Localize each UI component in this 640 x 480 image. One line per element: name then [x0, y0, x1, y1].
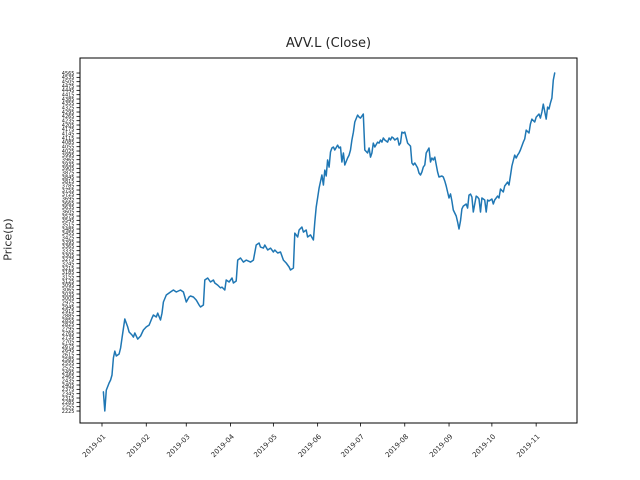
y-tick-label: 3065	[62, 287, 75, 293]
y-tick-label: 2555	[62, 361, 75, 367]
x-tick-label: 2019-05	[252, 433, 278, 459]
y-tick-label: 3875	[62, 170, 75, 176]
x-tick-label: 2019-08	[384, 433, 410, 459]
y-tick-label: 2285	[62, 400, 75, 406]
y-tick-label: 3785	[62, 183, 75, 189]
plot-area	[79, 57, 578, 424]
y-tick-label: 2525	[62, 365, 75, 371]
y-tick-label: 2675	[62, 344, 75, 350]
y-tick-label: 2705	[62, 339, 75, 345]
y-tick-label: 3995	[62, 153, 75, 159]
y-tick-label: 4175	[62, 127, 75, 133]
y-tick-label: 4055	[62, 144, 75, 150]
y-tick-label: 4295	[62, 110, 75, 116]
y-tick-label: 3485	[62, 227, 75, 233]
y-tick-label: 2435	[62, 378, 75, 384]
y-tick-label: 3965	[62, 157, 75, 163]
y-tick-label: 4445	[62, 88, 75, 94]
y-tick-label: 4205	[62, 123, 75, 129]
y-tick-label: 4415	[62, 92, 75, 98]
y-tick-label: 3635	[62, 205, 75, 211]
y-tick-label: 4235	[62, 118, 75, 124]
y-tick-label: 3755	[62, 188, 75, 194]
y-tick-label: 3905	[62, 166, 75, 172]
x-tick-label: 2019-07	[340, 433, 366, 459]
y-tick-label: 3695	[62, 196, 75, 202]
y-tick-label: 3215	[62, 266, 75, 272]
y-tick-label: 4085	[62, 140, 75, 146]
y-tick-label: 3545	[62, 218, 75, 224]
y-tick-label: 3275	[62, 257, 75, 263]
y-tick-label: 3575	[62, 214, 75, 220]
y-tick-label: 3365	[62, 244, 75, 250]
x-tick-label: 2019-09	[428, 433, 454, 459]
y-tick-label: 2375	[62, 387, 75, 393]
y-tick-label: 2465	[62, 374, 75, 380]
x-tick-label: 2019-03	[165, 433, 191, 459]
y-tick-label: 2345	[62, 391, 75, 397]
y-tick-label: 2915	[62, 309, 75, 315]
y-tick-label: 4115	[62, 136, 75, 142]
y-tick-label: 2885	[62, 313, 75, 319]
y-tick-label: 3155	[62, 274, 75, 280]
y-tick-label: 3605	[62, 209, 75, 215]
y-tick-label: 4145	[62, 131, 75, 137]
y-tick-label: 3185	[62, 270, 75, 276]
chart-title: AVV.L (Close)	[285, 36, 372, 51]
y-tick-label: 3335	[62, 248, 75, 254]
y-tick-label: 4565	[62, 71, 75, 77]
y-tick-label: 2615	[62, 352, 75, 358]
y-tick-label: 3845	[62, 175, 75, 181]
y-tick-label: 2495	[62, 370, 75, 376]
y-tick-label: 3935	[62, 162, 75, 168]
y-tick-label: 4025	[62, 149, 75, 155]
y-tick-label: 4505	[62, 79, 75, 85]
y-tick-label: 2765	[62, 331, 75, 337]
y-tick-label: 2825	[62, 322, 75, 328]
y-tick-label: 2585	[62, 357, 75, 363]
y-tick-label: 3125	[62, 279, 75, 285]
y-tick-label: 2945	[62, 305, 75, 311]
y-tick-label: 4265	[62, 114, 75, 120]
x-tick-label: 2019-01	[81, 433, 107, 459]
y-tick-label: 4475	[62, 84, 75, 90]
y-tick-label: 3665	[62, 201, 75, 207]
y-tick-label: 2975	[62, 300, 75, 306]
close-price-line	[102, 72, 556, 412]
y-tick-label: 4385	[62, 97, 75, 103]
y-tick-label: 4325	[62, 105, 75, 111]
y-tick-label: 3425	[62, 235, 75, 241]
x-tick-label: 2019-02	[125, 433, 151, 459]
y-tick-label: 3035	[62, 292, 75, 298]
y-tick-label: 2735	[62, 335, 75, 341]
x-tick-label: 2019-10	[471, 433, 497, 459]
y-tick-label: 3395	[62, 240, 75, 246]
x-tick-label: 2019-06	[297, 432, 324, 459]
y-tick-label: 2315	[62, 396, 75, 402]
y-tick-label: 3455	[62, 231, 75, 237]
y-tick-label: 3095	[62, 283, 75, 289]
y-tick-label: 2405	[62, 383, 75, 389]
y-tick-label: 4535	[62, 75, 75, 81]
y-tick-label: 3245	[62, 261, 75, 267]
x-tick-label: 2019-11	[515, 433, 541, 459]
y-tick-label: 3305	[62, 253, 75, 259]
y-tick-label: 3515	[62, 222, 75, 228]
y-tick-label: 2645	[62, 348, 75, 354]
y-tick-label: 2795	[62, 326, 75, 332]
y-tick-label: 3725	[62, 192, 75, 198]
y-tick-label: 2255	[62, 404, 75, 410]
y-tick-label: 2855	[62, 318, 75, 324]
x-tick-label: 2019-04	[210, 432, 237, 459]
y-tick-label: 4355	[62, 101, 75, 107]
y-tick-label: 2225	[62, 409, 75, 415]
y-tick-label: 3005	[62, 296, 75, 302]
y-tick-label: 3815	[62, 179, 75, 185]
